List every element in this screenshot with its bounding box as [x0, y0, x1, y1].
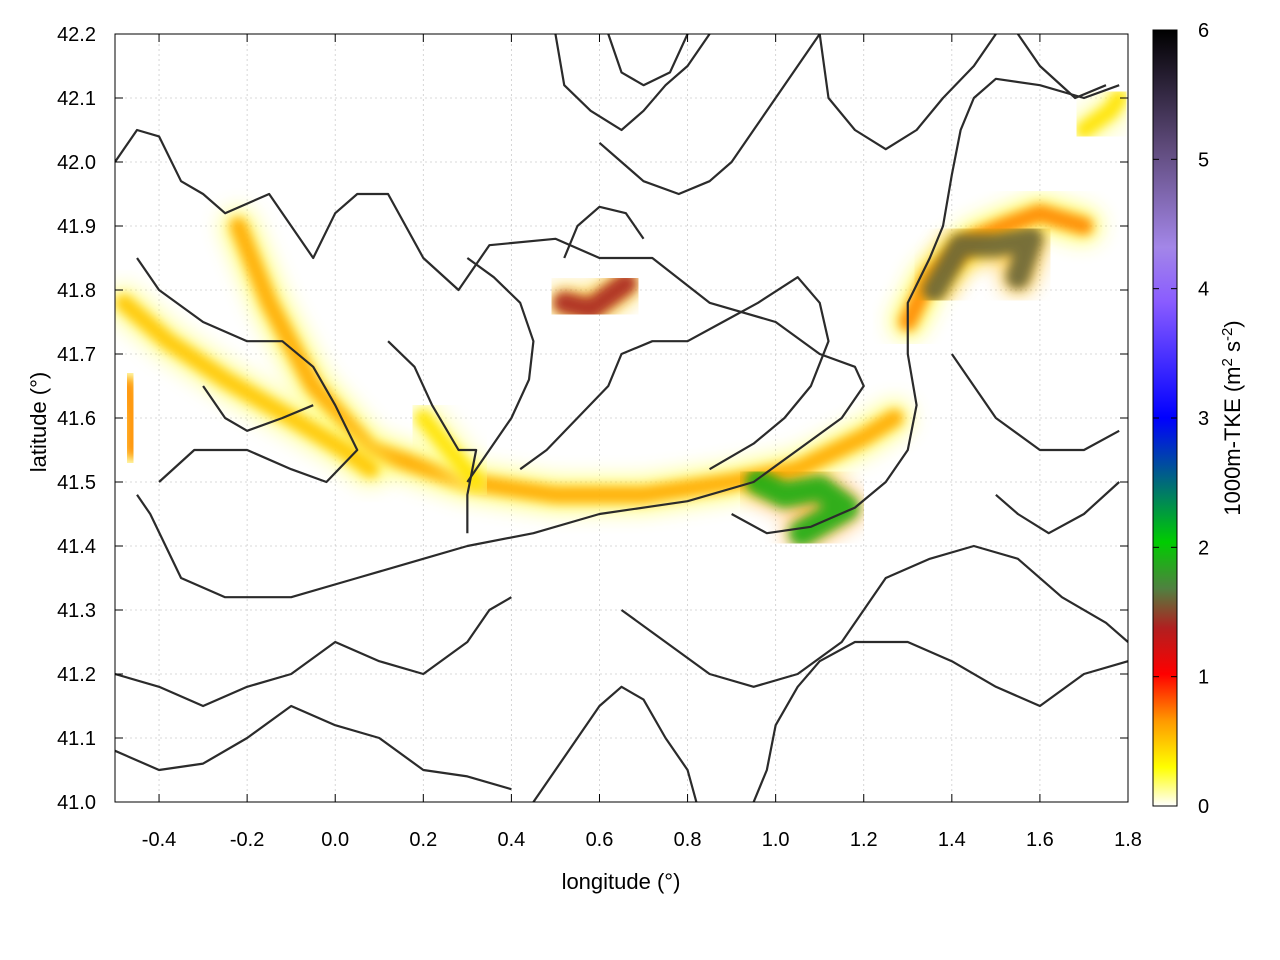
y-tick-label: 41.3	[57, 600, 96, 622]
colorbar-label-sup2: -2	[1219, 328, 1236, 341]
tke-region-north-east-blob	[922, 227, 1043, 302]
contour-line	[115, 704, 512, 791]
contour-line	[752, 640, 1128, 802]
y-axis-ticks: 41.0 41.1 41.2 41.3 41.4 41.5 41.6 41.7 41.8 41.9…	[57, 24, 1128, 814]
colorbar-tick-label: 0	[1198, 796, 1209, 818]
colorbar-ticks: 0 1 2 3 4 5 6	[1153, 20, 1209, 818]
contour-line	[620, 544, 1128, 688]
y-tick-label: 41.4	[57, 536, 96, 558]
y-tick-label: 41.6	[57, 408, 96, 430]
colorbar-label: 1000m-TKE (m2 s-2)	[1219, 320, 1245, 515]
x-tick-label: -0.4	[142, 829, 176, 851]
tke-heat-layer	[115, 81, 1128, 551]
contour-line	[466, 257, 535, 483]
y-tick-label: 42.2	[57, 24, 96, 46]
y-tick-label: 41.2	[57, 664, 96, 686]
colorbar-tick-label: 2	[1198, 537, 1209, 559]
y-tick-label: 42.1	[57, 88, 96, 110]
colorbar-label-end: )	[1220, 320, 1245, 327]
y-axis-label: latitude (°)	[26, 372, 51, 473]
contour-line	[202, 385, 314, 432]
contour-line	[519, 276, 830, 471]
contour-line	[136, 257, 359, 484]
contour-line	[950, 353, 1120, 452]
y-tick-label: 41.7	[57, 344, 96, 366]
y-tick-label: 41.9	[57, 216, 96, 238]
y-tick-label: 41.8	[57, 280, 96, 302]
x-tick-label: 0.4	[497, 829, 525, 851]
x-tick-label: 1.6	[1026, 829, 1054, 851]
x-tick-label: 1.4	[938, 829, 966, 851]
tke-region-west-band	[115, 294, 379, 478]
contour-line	[115, 128, 865, 599]
x-tick-label: -0.2	[230, 829, 264, 851]
colorbar-tick-label: 3	[1198, 408, 1209, 430]
x-tick-label: 1.2	[850, 829, 878, 851]
tke-region-west-edge	[119, 376, 142, 460]
contour-line	[1016, 34, 1107, 100]
x-tick-label: 0.0	[321, 829, 349, 851]
contour-line	[818, 34, 997, 151]
terrain-contours	[115, 34, 1128, 802]
colorbar-tick-label: 5	[1198, 149, 1209, 171]
y-tick-label: 41.5	[57, 472, 96, 494]
colorbar-tick-label: 6	[1198, 20, 1209, 42]
colorbar-tick-label: 4	[1198, 279, 1209, 301]
x-tick-label: 1.8	[1114, 829, 1142, 851]
tke-region-north-blob	[553, 272, 638, 321]
tke-region-far-ne-streak	[1075, 89, 1128, 139]
x-tick-label: 0.2	[409, 829, 437, 851]
x-tick-label: 1.0	[762, 829, 790, 851]
contour-line	[607, 34, 689, 87]
contour-line	[554, 34, 711, 132]
y-tick-label: 41.1	[57, 728, 96, 750]
tke-region-main-band	[229, 217, 904, 504]
y-tick-label: 42.0	[57, 152, 96, 174]
contour-line	[387, 340, 478, 534]
contour-line	[563, 205, 645, 259]
contour-line	[598, 34, 821, 196]
colorbar-label-main: 1000m-TKE (m	[1220, 366, 1245, 515]
contour-line	[532, 685, 698, 802]
y-tick-label: 41.0	[57, 792, 96, 814]
colorbar-label-sup1: 2	[1219, 358, 1236, 366]
tke-region-east-blob	[745, 469, 859, 546]
contour-line	[731, 77, 1120, 535]
colorbar-label-mid: s	[1220, 341, 1245, 358]
contour-line	[115, 596, 512, 708]
tke-region-central-arc	[415, 409, 485, 491]
colorbar-tick-label: 1	[1198, 667, 1209, 689]
x-tick-label: 0.8	[674, 829, 702, 851]
x-tick-label: 0.6	[586, 829, 614, 851]
x-axis-label: longitude (°)	[562, 869, 681, 894]
contour-line	[995, 481, 1120, 535]
x-axis-ticks: -0.4 -0.2 0.0 0.2 0.4 0.6 0.8 1.0 1.2 1.4 1.6 1.8	[142, 34, 1142, 851]
